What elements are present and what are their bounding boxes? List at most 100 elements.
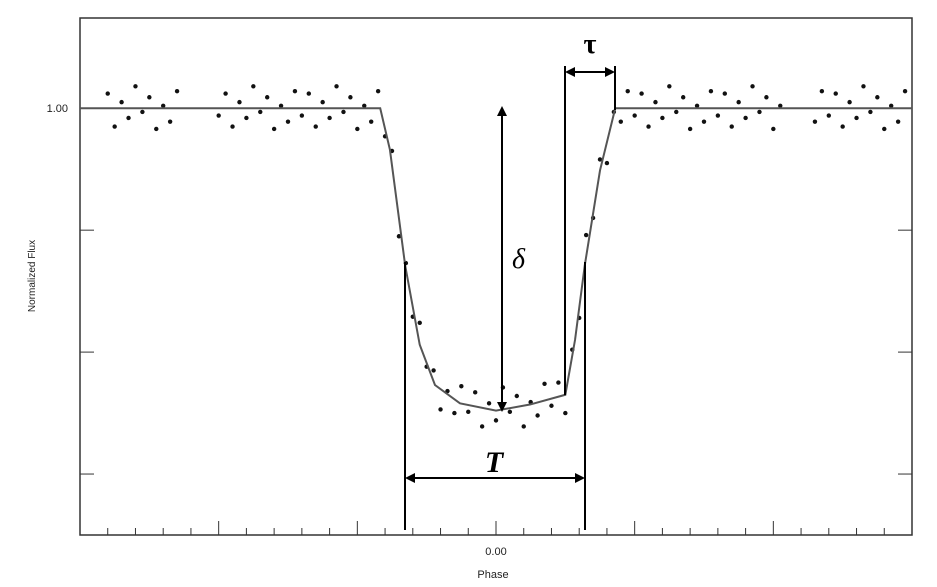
y-axis-label: Normalized Flux xyxy=(27,240,38,312)
data-point xyxy=(854,115,859,121)
data-point xyxy=(216,113,221,118)
data-point xyxy=(479,424,485,429)
data-point xyxy=(514,393,519,399)
data-point xyxy=(140,109,145,115)
data-point xyxy=(507,409,513,415)
data-point xyxy=(674,109,679,115)
data-point xyxy=(861,84,866,89)
data-point xyxy=(334,84,339,89)
data-point xyxy=(306,91,311,96)
data-point xyxy=(230,124,235,129)
data-point xyxy=(320,99,325,105)
data-point xyxy=(736,99,741,105)
data-point xyxy=(466,409,471,415)
data-point xyxy=(840,124,845,129)
data-point xyxy=(729,124,734,129)
data-point xyxy=(438,407,443,412)
data-point xyxy=(244,115,249,121)
data-point xyxy=(251,84,256,89)
data-point xyxy=(646,124,651,129)
data-point xyxy=(265,95,270,100)
data-point xyxy=(355,126,360,132)
data-point xyxy=(521,424,526,429)
data-point xyxy=(902,88,908,94)
data-point xyxy=(625,88,630,94)
data-point xyxy=(258,109,263,115)
data-point xyxy=(778,103,783,108)
data-point xyxy=(764,95,769,100)
y-tick-label: 1.00 xyxy=(47,103,68,115)
data-point xyxy=(618,119,623,124)
x-tick-label: 0.00 xyxy=(485,546,506,558)
data-point xyxy=(583,232,589,238)
data-point xyxy=(701,119,707,124)
data-point xyxy=(708,88,714,94)
data-point xyxy=(757,109,762,115)
data-point xyxy=(632,113,637,118)
annotations: τ δ T xyxy=(404,29,616,530)
data-point xyxy=(681,95,686,100)
data-point xyxy=(167,119,173,124)
ticks: 0.00 1.00 xyxy=(47,103,912,558)
data-point xyxy=(362,103,367,108)
data-point xyxy=(119,99,124,105)
data-point xyxy=(660,115,665,121)
data-point xyxy=(694,103,700,108)
data-point xyxy=(750,84,755,89)
data-point xyxy=(126,115,131,121)
data-point xyxy=(292,88,298,94)
data-point xyxy=(341,109,346,115)
data-point xyxy=(285,119,291,124)
model-line xyxy=(80,107,912,412)
data-point xyxy=(833,91,838,96)
data-point xyxy=(396,234,402,239)
t-label: T xyxy=(485,446,505,479)
data-point xyxy=(819,88,825,94)
data-point xyxy=(154,126,159,132)
data-point xyxy=(556,380,561,385)
data-point xyxy=(486,401,492,406)
data-point xyxy=(223,91,228,96)
data-point xyxy=(653,99,658,105)
data-point xyxy=(687,126,693,132)
data-point xyxy=(875,95,880,100)
data-marks xyxy=(80,84,912,429)
data-point xyxy=(313,124,318,129)
data-point xyxy=(597,157,603,162)
data-point xyxy=(278,103,284,108)
data-point xyxy=(459,384,464,389)
data-point xyxy=(882,126,887,132)
data-point xyxy=(299,113,305,118)
data-point xyxy=(327,115,332,121)
data-point xyxy=(417,320,422,326)
data-point xyxy=(868,109,873,115)
data-point xyxy=(847,99,852,105)
data-point xyxy=(369,119,374,124)
data-point xyxy=(812,119,818,124)
data-point xyxy=(743,115,748,121)
data-point xyxy=(431,368,436,373)
tau-label: τ xyxy=(584,29,597,60)
data-point xyxy=(895,119,901,124)
data-point xyxy=(639,91,644,96)
data-point xyxy=(105,91,110,96)
data-point xyxy=(549,403,554,408)
x-axis-label: Phase xyxy=(477,569,508,581)
delta-label: δ xyxy=(512,244,526,275)
data-point xyxy=(889,103,894,108)
data-point xyxy=(604,160,610,166)
data-point xyxy=(493,418,499,423)
data-point xyxy=(452,410,457,416)
data-point xyxy=(375,88,381,94)
data-point xyxy=(112,124,117,129)
data-point xyxy=(147,95,152,100)
data-point xyxy=(715,113,721,118)
data-point xyxy=(271,126,277,132)
data-point xyxy=(473,390,478,395)
data-point xyxy=(771,126,776,132)
data-point xyxy=(535,413,540,418)
data-point xyxy=(161,103,166,108)
data-point xyxy=(348,95,353,100)
data-point xyxy=(563,410,568,416)
